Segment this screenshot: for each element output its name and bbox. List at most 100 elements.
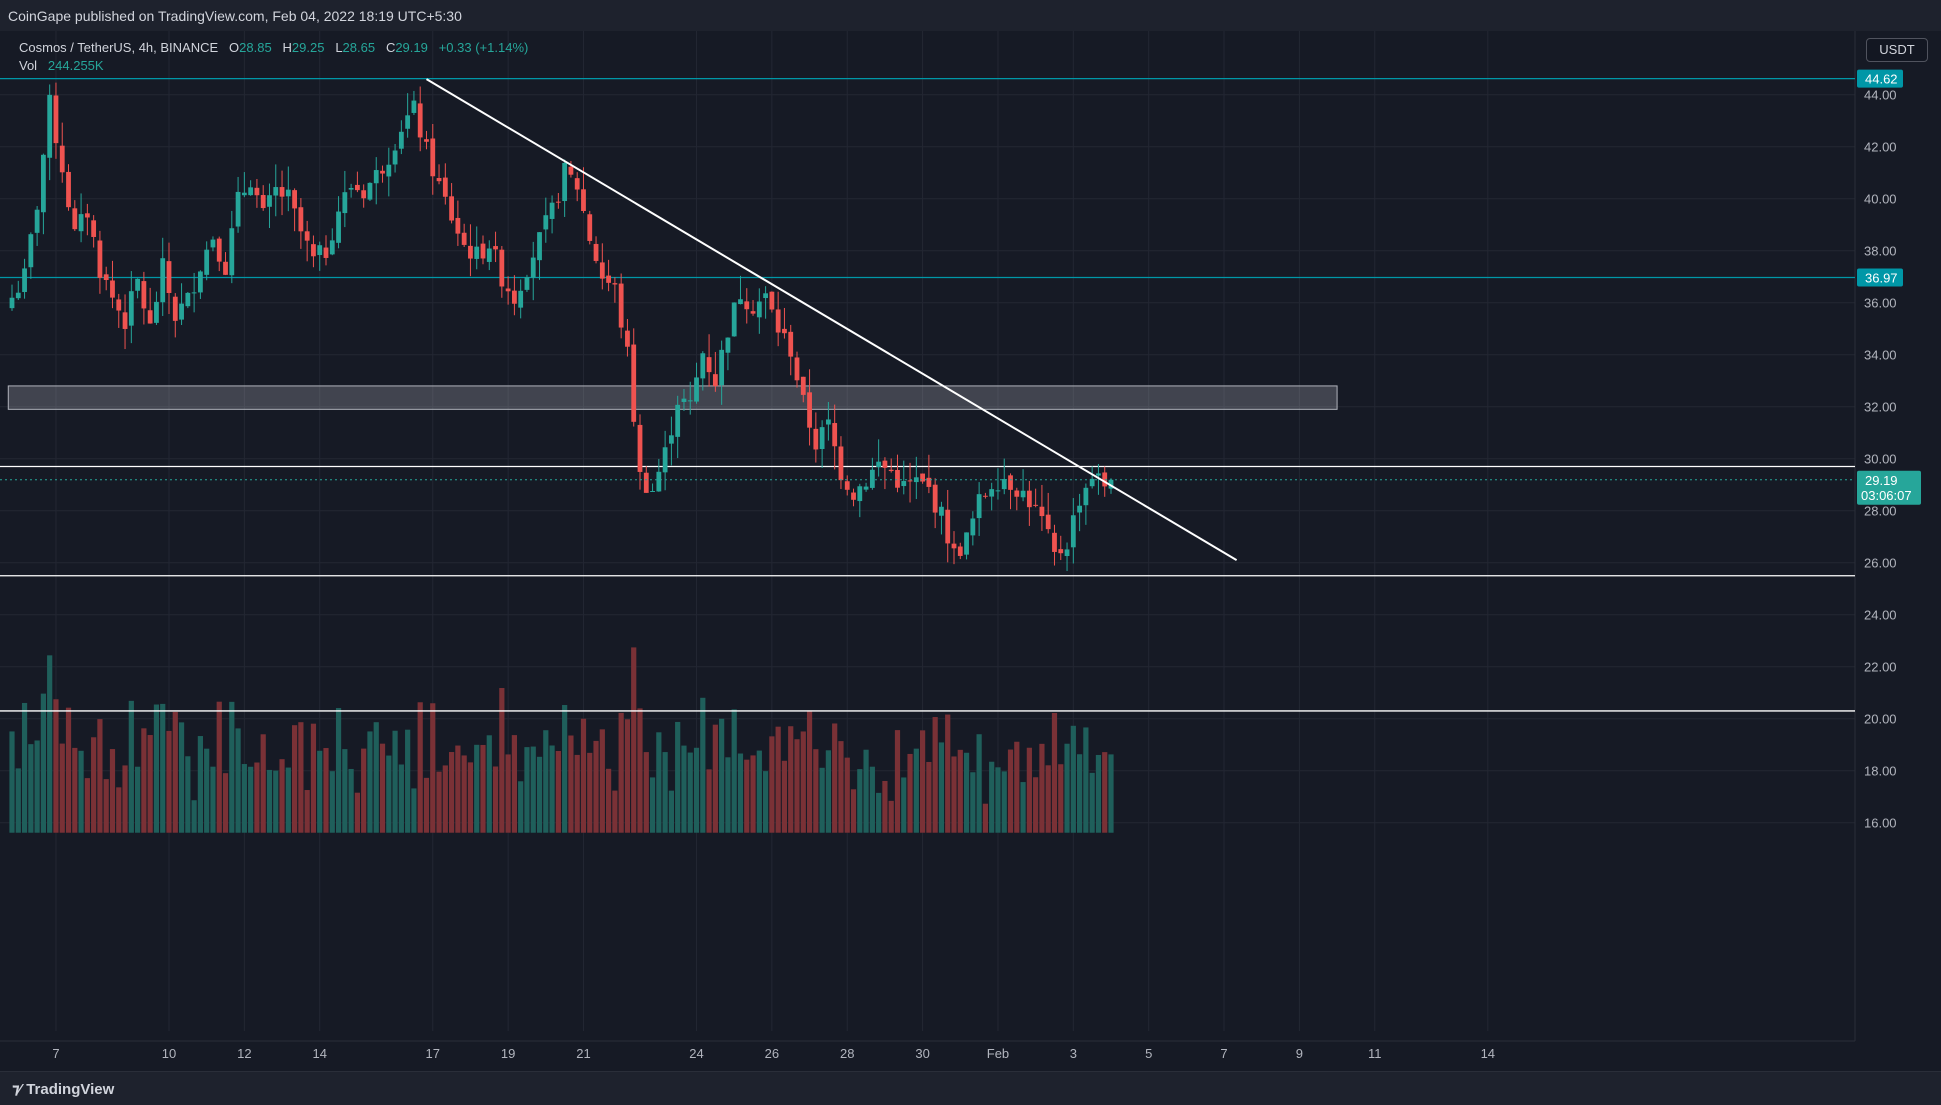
- volume-bar: [530, 746, 536, 833]
- volume-bar: [455, 745, 461, 833]
- volume-bar: [28, 744, 34, 833]
- volume-bar: [706, 769, 712, 833]
- volume-bar: [492, 766, 499, 833]
- candle-body: [725, 337, 731, 353]
- candle-body: [1089, 478, 1095, 487]
- volume-bar: [555, 750, 561, 833]
- volume-bar: [304, 790, 310, 833]
- candle-body: [380, 170, 385, 174]
- volume-bar: [191, 800, 197, 833]
- candle-body: [172, 296, 178, 321]
- candle-body: [907, 480, 913, 482]
- price-tick-label: 38.00: [1864, 244, 1897, 259]
- volume-bar: [329, 771, 335, 833]
- volume-bar: [675, 721, 681, 833]
- volume-bar: [932, 717, 938, 833]
- tradingview-logo[interactable]: ⁊⁄ TradingView: [12, 1080, 114, 1098]
- volume-bar: [662, 752, 668, 833]
- open-value: 28.85: [239, 40, 272, 55]
- volume-bar: [335, 708, 342, 833]
- time-tick-label: 21: [576, 1046, 590, 1061]
- volume-bar: [185, 756, 191, 833]
- currency-button[interactable]: USDT: [1866, 38, 1928, 62]
- volume-bar: [461, 755, 467, 833]
- candle-body: [336, 211, 341, 243]
- candle-body: [361, 190, 367, 199]
- candle-body: [631, 344, 637, 422]
- candle-body: [493, 246, 498, 250]
- price-chart[interactable]: 16.00 18.00 20.00 22.00 24.00 26.00 28.00 30.00…: [0, 31, 1941, 1071]
- candle-body: [662, 447, 668, 473]
- publisher-text: CoinGape published on TradingView.com, F…: [8, 8, 462, 24]
- time-tick-label: 19: [501, 1046, 515, 1061]
- volume-bar: [241, 764, 247, 833]
- volume-bar: [116, 787, 122, 833]
- volume-bar: [210, 766, 216, 833]
- candle-body: [763, 293, 768, 299]
- volume-bar: [91, 737, 97, 833]
- volume-bar: [59, 743, 65, 833]
- price-tick-label: 24.00: [1864, 608, 1897, 623]
- volume-bar: [712, 724, 718, 833]
- time-tick-label: 12: [237, 1046, 251, 1061]
- candle-body: [731, 302, 737, 337]
- candle-body: [84, 213, 90, 218]
- candle-body: [141, 281, 147, 309]
- volume-bar: [342, 749, 348, 833]
- candle-body: [976, 494, 982, 519]
- volume-bar: [392, 730, 398, 833]
- candle-body: [122, 312, 128, 329]
- volume-bar: [436, 771, 442, 833]
- volume-bar: [442, 765, 448, 833]
- volume-bar: [47, 655, 53, 833]
- symbol-label[interactable]: Cosmos / TetherUS, 4h, BINANCE: [19, 40, 219, 55]
- candle-body: [712, 374, 718, 387]
- price-tick-label: 42.00: [1864, 140, 1897, 155]
- candle-body: [964, 532, 969, 555]
- chart-area[interactable]: 16.00 18.00 20.00 22.00 24.00 26.00 28.00 30.00…: [0, 31, 1941, 1071]
- time-tick-label: 26: [765, 1046, 779, 1061]
- volume-bar: [989, 761, 995, 833]
- volume-bar: [838, 741, 844, 833]
- candle-body: [945, 509, 951, 544]
- time-tick-label: 30: [915, 1046, 929, 1061]
- time-tick-label: 14: [312, 1046, 326, 1061]
- volume-bar: [756, 750, 762, 833]
- candle-body: [643, 472, 649, 493]
- low-label: L: [335, 40, 343, 55]
- candle-body: [392, 150, 398, 165]
- volume-bar: [248, 766, 254, 833]
- volume-bar: [361, 748, 367, 833]
- volume-bar: [398, 764, 404, 833]
- volume-bar: [348, 768, 354, 833]
- candle-body: [34, 209, 40, 233]
- volume-bar: [668, 790, 674, 833]
- candle-body: [788, 331, 794, 357]
- candle-body: [926, 477, 932, 487]
- volume-bar: [317, 750, 323, 833]
- candle-body: [1077, 505, 1082, 513]
- volume-bar: [1089, 772, 1095, 833]
- candle-body: [1052, 532, 1057, 552]
- candle-body: [618, 283, 624, 328]
- level-tag-label: 44.62: [1865, 72, 1898, 87]
- volume-bar: [1070, 725, 1076, 833]
- level-tag: [1857, 69, 1903, 88]
- candle-body: [1070, 515, 1076, 548]
- volume-bar: [857, 769, 863, 833]
- volume-bar: [1083, 727, 1089, 833]
- volume-bar: [1095, 754, 1102, 833]
- candle-body: [957, 546, 963, 556]
- candle-body: [706, 357, 712, 373]
- volume-bar: [775, 726, 781, 833]
- candle-body: [135, 278, 140, 291]
- candle-body: [694, 377, 699, 402]
- volume-bar: [204, 748, 210, 833]
- candle-body: [838, 446, 844, 481]
- volume-bar: [568, 735, 574, 833]
- candle-body: [738, 299, 743, 305]
- volume-bar: [411, 788, 417, 833]
- volume-bar: [499, 688, 505, 833]
- volume-bar: [1007, 749, 1014, 833]
- candle-body: [78, 214, 84, 232]
